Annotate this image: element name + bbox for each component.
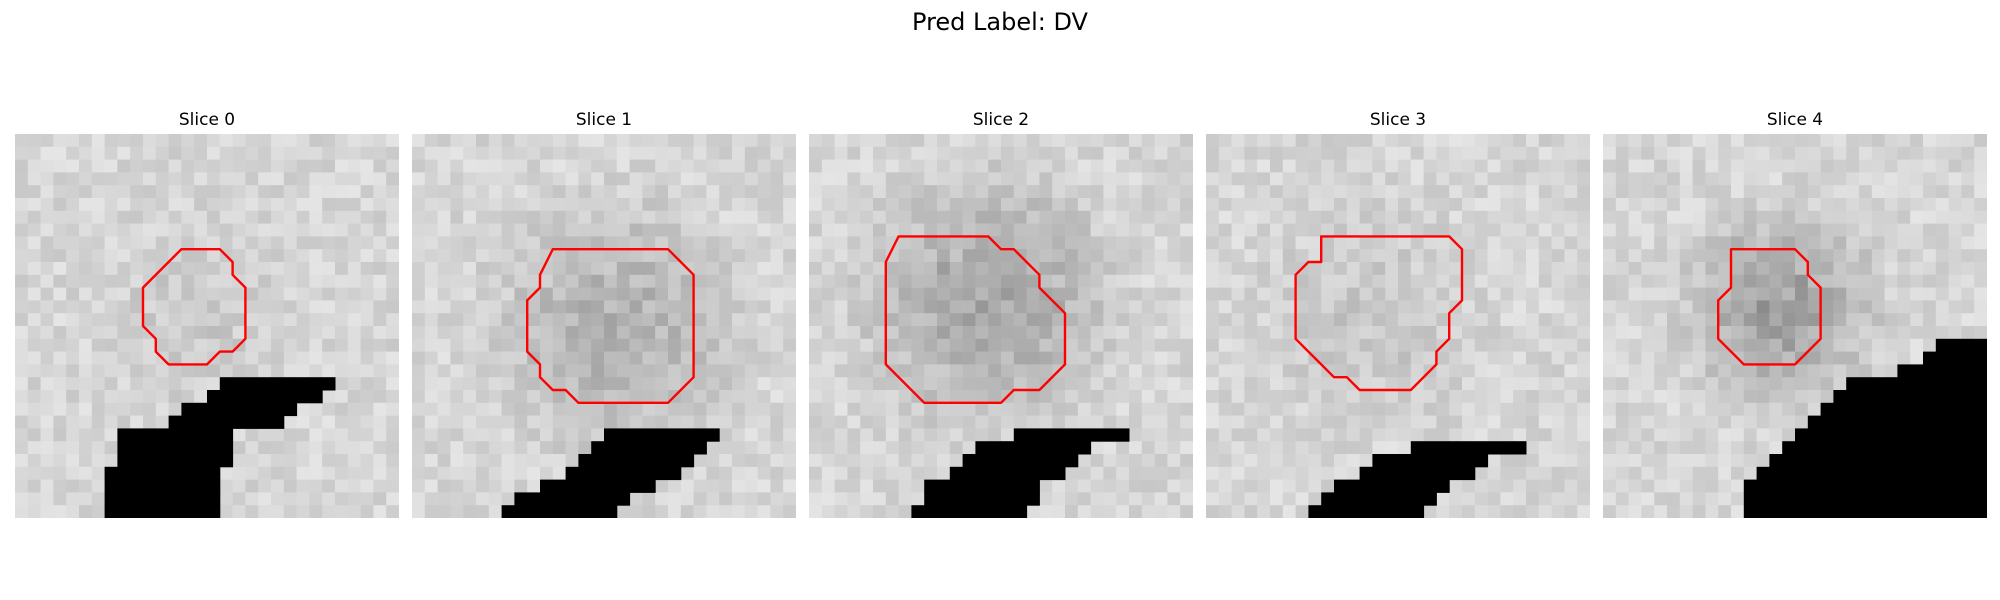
slice-title: Slice 1: [575, 110, 633, 130]
segmentation-contour: [884, 235, 1067, 404]
slice-image: [412, 134, 796, 518]
slice-title: Slice 3: [1369, 110, 1427, 130]
slice-image: [1603, 134, 1987, 518]
mask-region: [1308, 441, 1527, 518]
slice-image: [809, 134, 1193, 518]
pixel-grid: [1603, 134, 1987, 518]
segmentation-contour: [1294, 235, 1464, 392]
slice-title: Slice 0: [178, 110, 236, 130]
slice-title: Slice 2: [972, 110, 1030, 130]
segmentation-contour: [141, 247, 247, 366]
mask-region: [501, 428, 720, 518]
slice-image: [15, 134, 399, 518]
segmentation-contour: [1716, 247, 1822, 366]
mask-region: [104, 377, 336, 518]
slice-title: Slice 4: [1766, 110, 1824, 130]
figure-title: Pred Label: DV: [912, 8, 1088, 36]
slice-image: [1206, 134, 1590, 518]
mask-region: [1743, 338, 1987, 518]
segmentation-contour: [525, 247, 695, 404]
pixel-grid: [809, 134, 1193, 518]
mask-region: [911, 428, 1130, 518]
